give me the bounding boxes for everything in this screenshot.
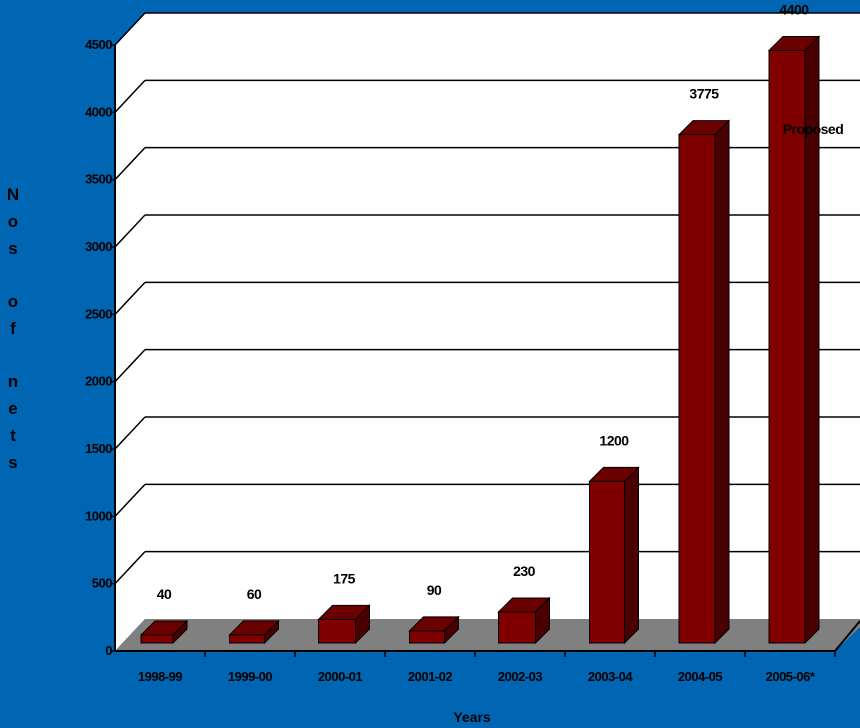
x-tick-label: 1998-99 [138, 669, 182, 684]
x-tick-labels: 1998-99 1999-00 2000-01 2001-02 2002-03 2003-… [138, 669, 816, 684]
y-tick-label: 4500 [85, 37, 112, 52]
bar-front-face [498, 611, 536, 644]
x-tick-label: 2000-01 [318, 669, 362, 684]
bar-front-face [589, 480, 625, 644]
bars [139, 35, 821, 645]
data-label: 60 [247, 586, 262, 602]
x-tick-label: 1999-00 [228, 669, 272, 684]
bar-2003-04 [588, 466, 640, 645]
proposed-annotation: Proposed [783, 121, 844, 137]
y-tick-label: 500 [92, 576, 112, 591]
bar-front-face [678, 134, 716, 644]
bar-2001-02 [408, 615, 460, 645]
gridline-diagonal [114, 147, 146, 181]
x-axis-depth-line [834, 620, 860, 652]
bar-front-face [409, 630, 445, 644]
y-tick-label: 2000 [85, 374, 112, 389]
data-label: 4400 [779, 1, 809, 17]
plot-floor [115, 619, 860, 651]
x-tick-label: 2002-03 [498, 669, 542, 684]
data-label: 3775 [689, 86, 719, 102]
y-axis-title-char: o [8, 292, 18, 311]
bar-front-face [229, 634, 265, 644]
bar-2004-05 [677, 119, 731, 645]
gridline-diagonal [114, 79, 146, 113]
y-axis-title-char: f [10, 319, 16, 338]
y-tick-labels: 0 500 1000 1500 2000 2500 3000 3500 4000 4500 [85, 37, 113, 658]
data-label: 175 [333, 570, 356, 586]
x-axis-title: Years [453, 709, 491, 725]
gridline-diagonal [114, 12, 146, 46]
bar-front-face [318, 618, 356, 644]
gridline-diagonal [114, 349, 146, 383]
data-label: 90 [427, 582, 442, 598]
gridlines [114, 12, 860, 585]
gridline-diagonal [114, 551, 146, 585]
bar-front-face [768, 49, 806, 644]
y-tick-label: 3500 [85, 172, 112, 187]
plot-back-wall [145, 13, 860, 619]
bar-side-face [624, 466, 639, 645]
data-labels: 40 60 175 90 230 1200 3775 4400 [157, 1, 810, 602]
y-tick-label: 3000 [85, 239, 112, 254]
x-tick-label: 2005-06* [766, 669, 816, 684]
gridline-diagonal [114, 281, 146, 315]
y-axis-title-char: N [7, 185, 19, 204]
x-tick-label: 2004-05 [678, 669, 722, 684]
bar-front-face [140, 634, 174, 644]
gridline-diagonal [114, 483, 146, 517]
bar-1999-00 [228, 619, 280, 645]
y-tick-label: 4000 [85, 104, 112, 119]
y-axis-title-char: t [10, 426, 16, 445]
y-axis-title-char: n [8, 372, 18, 391]
x-tick-label: 2003-04 [588, 669, 633, 684]
bar-2005-06* [767, 35, 821, 645]
data-label: 230 [513, 563, 536, 579]
data-label: 40 [157, 586, 172, 602]
bar-1998-99 [139, 619, 189, 645]
axes [110, 44, 860, 657]
plot-side-wall [115, 13, 145, 651]
y-tick-label: 2500 [85, 306, 112, 321]
bar-side-face [714, 119, 730, 645]
x-tick-label: 2001-02 [408, 669, 452, 684]
y-axis-title-char: e [8, 399, 17, 418]
gridline-diagonal [114, 214, 146, 248]
y-axis-title-char: s [8, 453, 17, 472]
y-axis-title-char: s [8, 239, 17, 258]
gridline-diagonal [114, 416, 146, 450]
y-tick-label: 1500 [85, 441, 112, 456]
bar-2000-01 [317, 604, 371, 645]
y-axis-title-char: o [8, 212, 18, 231]
data-label: 1200 [599, 432, 629, 448]
y-tick-label: 1000 [85, 508, 112, 523]
bar-2002-03 [497, 596, 551, 645]
y-tick-label: 0 [105, 643, 112, 658]
